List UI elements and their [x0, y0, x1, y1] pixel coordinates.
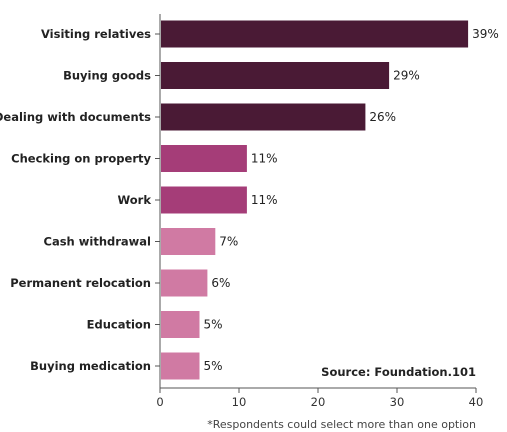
x-tick-label: 0 [156, 395, 163, 409]
source-note: Source: Foundation.101 [321, 365, 476, 379]
bar [161, 20, 469, 48]
x-ticks: 0 10 20 30 40 [156, 388, 483, 409]
category-label: Checking on property [11, 152, 151, 166]
value-label: 39% [472, 27, 499, 41]
category-label: Work [118, 193, 152, 207]
value-label: 6% [211, 276, 230, 290]
category-label: Buying medication [30, 359, 151, 373]
bars [161, 20, 469, 380]
footnote: *Respondents could select more than one … [207, 418, 476, 431]
x-tick-label: 30 [390, 395, 405, 409]
bar [161, 269, 208, 297]
category-label: Dealing with documents [0, 110, 151, 124]
category-label: Permanent relocation [10, 276, 151, 290]
bar [161, 145, 247, 172]
x-tick-label: 20 [311, 395, 326, 409]
value-label: 5% [204, 318, 223, 332]
bar [161, 311, 200, 338]
bar [161, 186, 247, 214]
category-label: Buying goods [63, 69, 151, 83]
value-label: 29% [393, 69, 420, 83]
value-label: 11% [251, 152, 278, 166]
bar [161, 62, 390, 89]
labels: Visiting relatives 39% Buying goods 29% Deal… [0, 27, 499, 373]
category-label: Education [87, 318, 151, 332]
value-label: 7% [219, 235, 238, 249]
x-tick-label: 10 [232, 395, 247, 409]
bar [161, 228, 216, 255]
category-label: Cash withdrawal [44, 235, 151, 249]
value-label: 26% [369, 110, 396, 124]
bar [161, 352, 200, 380]
x-tick-label: 40 [469, 395, 484, 409]
bar [161, 103, 366, 131]
value-label: 11% [251, 193, 278, 207]
value-label: 5% [204, 359, 223, 373]
category-label: Visiting relatives [41, 27, 151, 41]
